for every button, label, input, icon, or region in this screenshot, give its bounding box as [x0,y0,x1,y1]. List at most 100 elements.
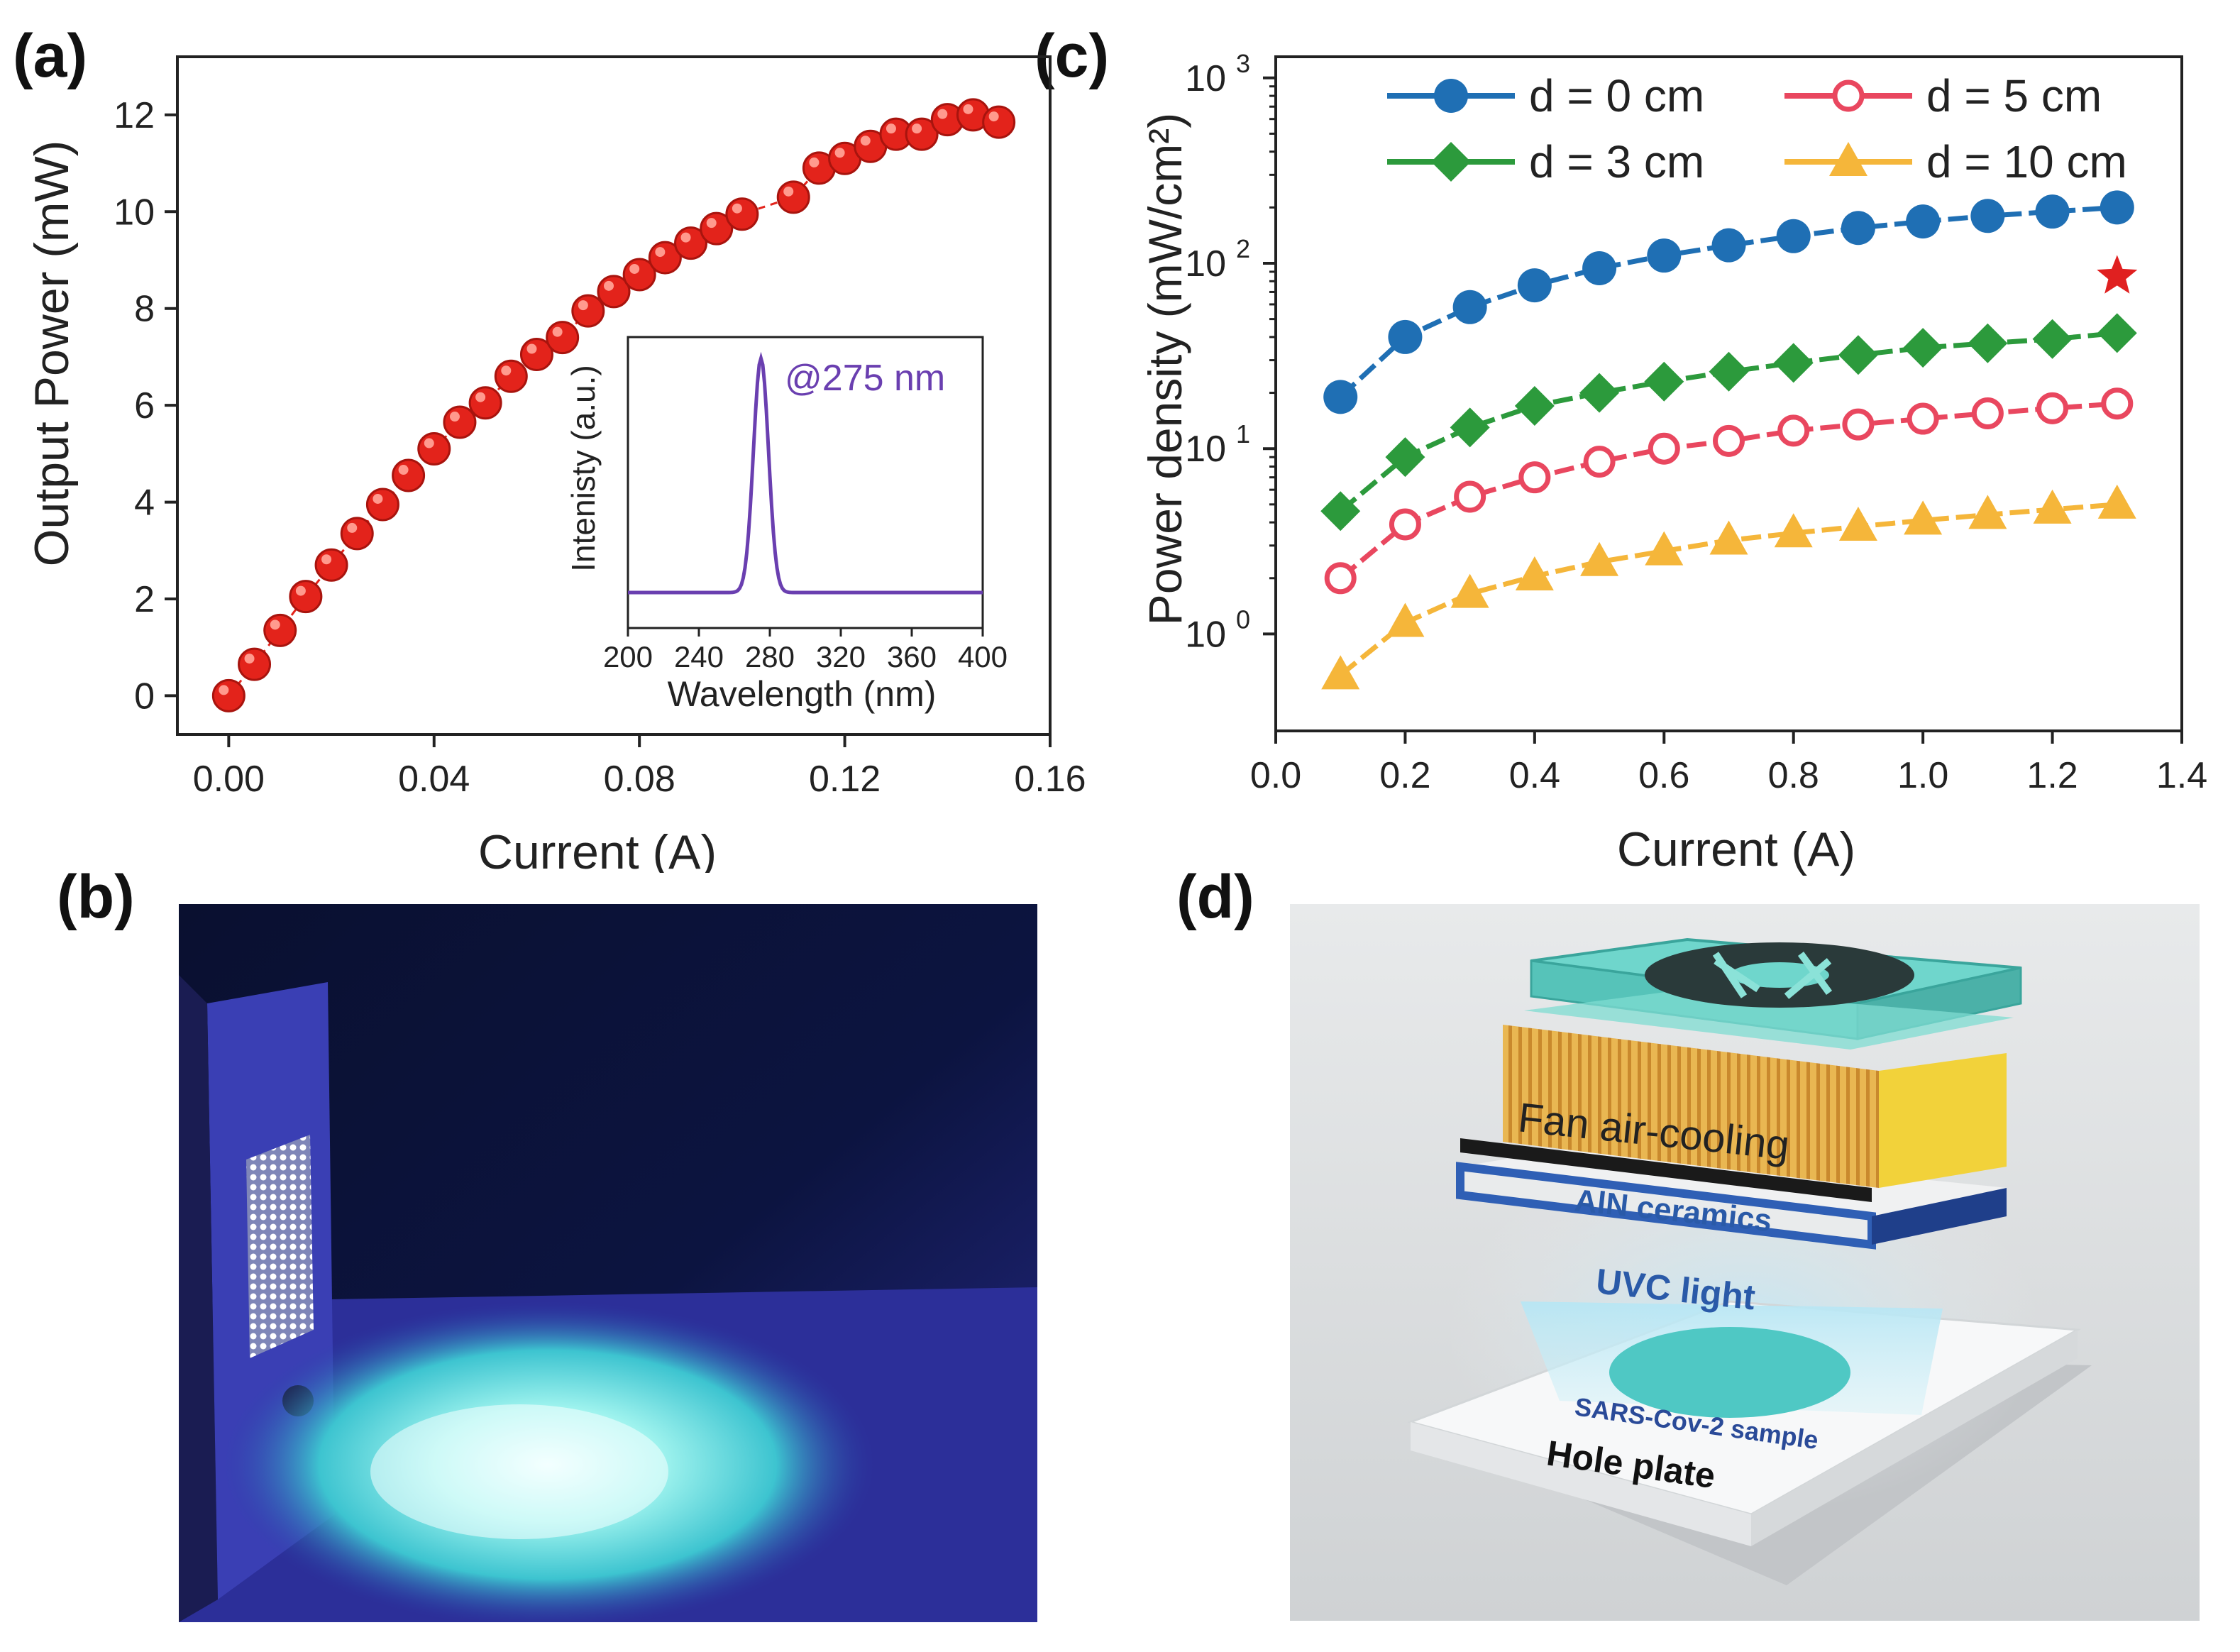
inset-x-tick-label: 240 [674,640,724,673]
data-point [1709,351,1749,392]
data-point [365,488,399,522]
data-point [1514,386,1555,426]
data-point [2033,489,2072,524]
data-point [1904,500,1943,535]
legend-label: d = 5 cm [1926,70,2102,121]
data-point [1903,328,1943,368]
data-point [314,548,348,582]
panel-label-d: (d) [1176,863,1254,931]
x-tick-label: 1.4 [2156,755,2207,796]
x-tick-label: 0.0 [1250,755,1301,796]
data-point [1515,556,1554,590]
device-schematic-illustration: Fan air-cooling AlN ceramics UVC light S… [1290,904,2200,1621]
x-tick-label: 0.4 [1509,755,1560,796]
inset-y-label: Intenisty (a.u.) [565,365,602,571]
data-point [1323,380,1358,414]
legend: d = 0 cm d = 5 cm d = 3 cm d = 10 cm [1387,70,2127,187]
data-point [1907,402,1939,435]
data-point [1579,373,1620,413]
x-axis-label: Current (A) [478,825,717,873]
data-point [1838,335,1878,375]
series-d-10-cm [1321,484,2136,690]
inset-frame [627,336,984,629]
data-point [1829,142,1867,176]
data-point-highlight [988,111,999,122]
sample-spot [1609,1327,1850,1418]
data-point-highlight [347,522,358,533]
inset-annotation: @275 nm [785,358,945,399]
data-point [1645,531,1684,566]
y-axis-label: Power density (mW/cm²) [1139,113,1191,625]
panel-label-a: (a) [13,22,88,90]
data-point-highlight [552,326,563,337]
led-array [246,1135,314,1358]
data-point [1971,397,2004,429]
data-point-highlight [244,654,255,664]
inset-x-label: Wavelength (nm) [668,674,937,714]
data-point [1838,506,1877,541]
data-point-highlight [655,247,666,258]
series-d-3-cm [1320,313,2137,532]
data-point [1647,238,1682,273]
data-point-highlight [475,392,486,402]
data-point [392,458,426,492]
data-point [1583,446,1616,478]
tick-group: 0.0 0.2 0.4 0.6 0.8 1.0 1.2 1.4 10 0 10 1 10 2 10 3 [1185,49,2207,796]
data-point [1431,142,1471,182]
y-tick-label: 10 [1185,243,1226,285]
data-point [1452,290,1487,324]
data-point [1582,251,1617,286]
data-point [2036,392,2069,424]
y-tick-exponent: 2 [1236,234,1250,263]
y-tick-label: 10 [114,192,155,233]
data-point [776,180,810,214]
spectrum-line [628,351,983,595]
data-point [1773,343,1814,383]
data-point [417,432,451,466]
y-tick-label: 10 [1185,614,1226,655]
data-point [1580,541,1619,576]
data-point-highlight [604,280,614,291]
tick-group: 0.00 0.04 0.08 0.12 0.16 0 2 4 6 8 10 12 [114,95,1086,800]
data-point [289,580,323,614]
data-point-highlight [963,104,973,114]
data-point-highlight [860,136,871,146]
chart-a: 0.00 0.04 0.08 0.12 0.16 0 2 4 6 8 10 12 Current (A… [25,55,1086,873]
data-point-highlight [809,157,820,167]
data-point [494,359,528,393]
x-tick-label: 0.8 [1768,755,1819,796]
data-point [1776,219,1811,253]
data-point-highlight [295,585,306,596]
schematic-disinfection-device: Fan air-cooling AlN ceramics UVC light S… [1290,904,2200,1621]
data-point-highlight [424,438,434,448]
data-point [725,197,759,231]
inset-x-tick-label: 200 [603,640,653,673]
data-point [1968,323,2008,363]
data-point-highlight [937,109,948,119]
x-tick-label: 0.08 [604,759,675,800]
inset-x-tick-label: 320 [816,640,866,673]
data-point [982,105,1016,139]
data-point [263,613,297,647]
data-point [1388,319,1423,354]
data-point [1389,508,1421,541]
x-tick-label: 0.6 [1638,755,1689,796]
x-tick-label: 1.2 [2026,755,2078,796]
inset-spectrum: 200 240 280 320 360 400 [603,336,1008,673]
data-point [1450,573,1489,608]
photo-uvc-lamp [179,904,1037,1622]
y-tick-exponent: 3 [1236,49,1250,78]
data-point [2100,190,2134,225]
data-point-highlight [270,620,280,630]
data-point [1386,602,1425,637]
data-point-highlight [219,685,229,695]
series-output-power [211,98,1016,712]
data-point-highlight [680,232,691,243]
data-point-highlight [783,186,794,197]
data-point [238,647,272,681]
data-point-highlight [834,148,845,158]
data-point [2097,313,2137,353]
data-point-highlight [629,263,640,274]
inset-x-tick-label: 400 [958,640,1008,673]
data-point [2097,484,2136,519]
